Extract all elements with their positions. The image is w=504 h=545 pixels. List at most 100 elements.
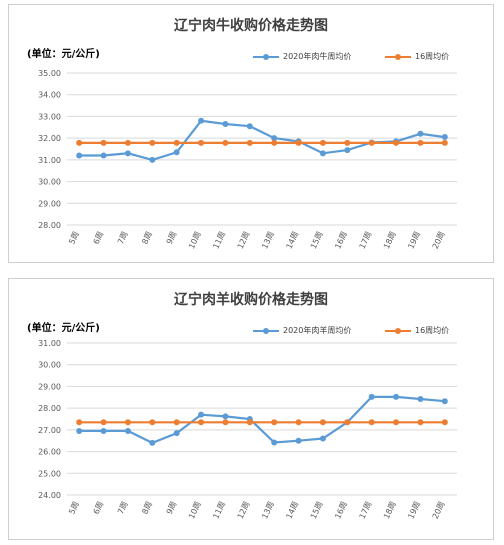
y-tick-label: 26.00 — [38, 448, 61, 457]
data-point — [368, 393, 375, 400]
mutton-price-chart: 24.00 25.00 26.00 27.00 28.00 29.00 30.00 31.00… — [38, 339, 457, 520]
x-tick-label: 5周 — [67, 230, 81, 246]
x-tick-label: 8周 — [140, 230, 154, 246]
data-point — [441, 419, 448, 426]
x-tick-label: 12周 — [236, 500, 252, 520]
data-point — [173, 149, 180, 156]
data-point — [173, 419, 180, 426]
data-point — [76, 139, 83, 146]
legend-swatch-blue — [253, 53, 279, 61]
data-point — [393, 419, 400, 426]
x-tick-label: 10周 — [187, 500, 203, 520]
data-point — [100, 427, 107, 434]
series-line-1 — [79, 395, 445, 445]
y-tick-label: 35.00 — [38, 69, 61, 78]
data-point — [246, 139, 253, 146]
data-point — [441, 139, 448, 146]
data-point — [149, 156, 156, 163]
x-tick-label: 6周 — [92, 500, 106, 516]
data-point — [295, 437, 302, 444]
x-tick-label: 20周 — [431, 230, 447, 250]
x-tick-label: 13周 — [260, 230, 276, 250]
legend-swatch-orange — [385, 53, 411, 61]
data-point — [319, 150, 326, 157]
y-tick-label: 24.00 — [38, 491, 61, 500]
legend-label: 2020年肉羊周均价 — [283, 326, 352, 335]
y-tick-label: 29.00 — [38, 382, 61, 391]
legend-item-series-1: 2020年肉羊周均价 — [253, 325, 351, 336]
data-point — [222, 413, 229, 420]
data-point — [198, 411, 205, 418]
y-tick-label: 31.00 — [38, 339, 61, 348]
x-tick-label: 15周 — [309, 500, 325, 520]
legend-item-series-2: 16周均价 — [385, 325, 449, 336]
data-point — [198, 419, 205, 426]
x-tick-label: 8周 — [140, 500, 154, 516]
data-point — [271, 439, 278, 446]
legend-label: 2020年肉牛周均价 — [283, 52, 352, 61]
x-tick-label: 18周 — [382, 500, 398, 520]
legend-label: 16周均价 — [415, 52, 450, 61]
x-tick-label: 5周 — [67, 500, 81, 516]
x-tick-label: 7周 — [116, 500, 130, 516]
x-tick-label: 10周 — [187, 230, 203, 250]
data-point — [173, 430, 180, 437]
data-point — [173, 139, 180, 146]
data-point — [417, 130, 424, 137]
x-tick-label: 19周 — [406, 500, 422, 520]
x-tick-label: 17周 — [358, 230, 374, 250]
data-point — [222, 121, 229, 128]
beef-price-chart: 28.00 29.00 30.00 31.00 32.00 33.00 34.00 35.00… — [38, 69, 457, 250]
y-tick-label: 27.00 — [38, 426, 61, 435]
data-point — [368, 139, 375, 146]
data-point — [319, 435, 326, 442]
legend-swatch-orange — [385, 327, 411, 335]
data-point — [198, 139, 205, 146]
y-tick-label: 34.00 — [38, 91, 61, 100]
data-point — [76, 152, 83, 159]
data-point — [271, 419, 278, 426]
unit-label: (单位：元/公斤) — [27, 49, 100, 60]
x-tick-label: 11周 — [211, 230, 227, 250]
data-point — [124, 150, 131, 157]
x-tick-label: 15周 — [309, 230, 325, 250]
data-point — [76, 419, 83, 426]
x-tick-label: 7周 — [116, 230, 130, 246]
data-point — [124, 427, 131, 434]
data-point — [76, 427, 83, 434]
data-point — [100, 139, 107, 146]
y-tick-label: 30.00 — [38, 178, 61, 187]
beef-chart-panel: 辽宁肉牛收购价格走势图 (单位：元/公斤) 2020年肉牛周均价 16周均价 2… — [8, 4, 494, 263]
x-tick-label: 13周 — [260, 500, 276, 520]
data-point — [246, 123, 253, 130]
data-point — [246, 419, 253, 426]
x-tick-label: 19周 — [406, 230, 422, 250]
data-point — [198, 117, 205, 124]
data-point — [271, 135, 278, 142]
x-tick-label: 16周 — [333, 500, 349, 520]
chart-title: 辽宁肉羊收购价格走势图 — [174, 292, 328, 308]
data-point — [319, 139, 326, 146]
x-tick-label: 14周 — [285, 500, 301, 520]
legend-item-series-2: 16周均价 — [385, 51, 449, 62]
data-point — [441, 398, 448, 405]
data-point — [100, 419, 107, 426]
data-point — [344, 139, 351, 146]
mutton-chart-panel: 辽宁肉羊收购价格走势图 (单位：元/公斤) 2020年肉羊周均价 16周均价 2… — [8, 278, 494, 540]
data-point — [417, 419, 424, 426]
data-point — [271, 139, 278, 146]
x-tick-label: 9周 — [165, 500, 179, 516]
data-point — [295, 419, 302, 426]
y-tick-label: 28.00 — [38, 404, 61, 413]
data-point — [417, 396, 424, 403]
series-line-1 — [79, 119, 445, 162]
data-point — [344, 147, 351, 154]
data-point — [441, 134, 448, 141]
y-tick-label: 31.00 — [38, 156, 61, 165]
data-point — [149, 439, 156, 446]
data-point — [344, 419, 351, 426]
y-tick-label: 28.00 — [38, 221, 61, 230]
x-tick-label: 16周 — [333, 230, 349, 250]
data-point — [295, 139, 302, 146]
y-tick-label: 30.00 — [38, 361, 61, 370]
